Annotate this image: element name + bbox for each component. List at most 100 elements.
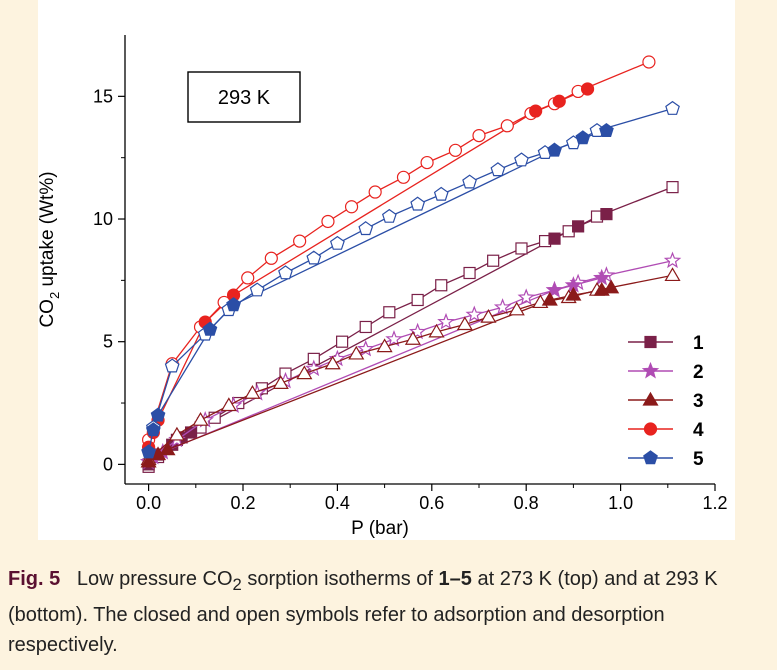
legend-label-5: 5 (693, 449, 704, 470)
caption-compounds: 1–5 (438, 568, 472, 590)
inset-label-box (187, 71, 301, 123)
series-4-desorption-point (642, 55, 656, 69)
x-tick-label: 1.0 (608, 493, 633, 513)
y-tick-label: 15 (93, 86, 113, 106)
series-5-desorption-point (665, 100, 680, 115)
y-tick-label: 5 (103, 332, 113, 352)
series-1-adsorption-point (184, 426, 198, 439)
series-3-desorption-point (324, 355, 341, 370)
series-5-adsorption-point (599, 122, 614, 137)
series-3-desorption-point (272, 375, 289, 390)
caption-fig-label: Fig. 5 (8, 568, 61, 590)
x-tick-label: 0.6 (419, 493, 444, 513)
series-5-adsorption-point (145, 422, 161, 437)
legend-marker-5 (643, 450, 658, 465)
series-5-adsorption-point (141, 444, 157, 459)
series-4-desorption-point (321, 214, 335, 229)
series-3-desorption-point (376, 338, 393, 353)
series-3-desorption-point (244, 385, 261, 399)
legend-label-2: 2 (693, 362, 704, 383)
series-3-adsorption-point (140, 453, 157, 468)
series-2-desorption-point (305, 359, 323, 377)
series-4-desorption-point (368, 185, 382, 199)
series-3-desorption-point (508, 301, 525, 316)
series-1-adsorption-point (572, 220, 585, 233)
series-5-adsorption-line (147, 130, 607, 453)
series-1-adsorption-point (548, 232, 561, 245)
series-5-desorption-point (249, 282, 265, 297)
series-3-adsorption-point (541, 291, 558, 306)
y-tick-label: 0 (103, 454, 113, 474)
series-3-desorption-point (428, 323, 445, 338)
legend-marker-3 (642, 391, 659, 406)
series-1-desorption-point (383, 306, 396, 319)
series-4-desorption-point (293, 234, 307, 248)
y-tick-label: 10 (93, 209, 113, 229)
series-5-desorption-point (329, 235, 345, 250)
inset-label: 293 K (218, 87, 271, 109)
series-1-desorption-point (359, 320, 372, 334)
series-4-desorption-point (472, 128, 486, 143)
series-3-desorption-point (480, 308, 497, 323)
legend-marker-4 (643, 422, 658, 436)
series-4-desorption-point (241, 271, 255, 285)
caption-text-3: at 273 K (top) and at 293 K (bottom). Th… (8, 568, 718, 656)
series-5-adsorption-point (202, 321, 218, 336)
series-2-desorption-point (663, 251, 682, 269)
series-1-desorption-point (411, 293, 424, 307)
series-5-adsorption-point (226, 297, 241, 312)
caption-subscript: 2 (232, 575, 242, 594)
series-3-desorption-point (664, 267, 681, 282)
series-5-adsorption-point (575, 130, 591, 145)
series-5-desorption-point (433, 186, 449, 201)
series-4-desorption-point (396, 170, 411, 184)
series-5-desorption-point (306, 250, 322, 265)
series-2-desorption-point (408, 322, 427, 340)
caption-text-1: Low pressure CO (76, 568, 233, 590)
series-1-desorption-point (487, 254, 500, 267)
series-2-desorption-point (517, 288, 535, 305)
series-2-desorption-point (385, 329, 403, 347)
isotherm-chart: 1 2 3 4 5 0.0 0.2 0.4 0.6 0.8 1.0 1.2 0 5 10 15 P (bar)… (38, 35, 728, 539)
series-3-desorption-point (220, 397, 237, 412)
series-3-adsorption-point (565, 286, 582, 301)
series-3-desorption-point (296, 365, 313, 380)
x-tick-label: 0.8 (514, 493, 539, 513)
series-1-adsorption-line (148, 213, 607, 465)
x-tick-label: 0.2 (230, 493, 255, 513)
x-tick-label: 0.0 (136, 493, 161, 513)
series-4-desorption-point (448, 143, 462, 157)
series-4-desorption-point (344, 200, 359, 214)
figure-caption: Fig. 5 Low pressure CO2 sorption isother… (8, 564, 772, 660)
series-5-adsorption-point (547, 142, 562, 157)
series-5-desorption-point (490, 162, 506, 177)
legend-label-4: 4 (693, 420, 704, 441)
x-axis-label: P (bar) (351, 518, 409, 539)
series-5-desorption-point (278, 265, 293, 280)
series-1-desorption-point (435, 279, 448, 292)
y-axis-label: CO2 uptake (Wt%) (38, 171, 62, 327)
series-1-desorption-point (515, 242, 528, 255)
series-3-desorption-point (348, 345, 365, 360)
series-2-desorption-point (493, 298, 512, 315)
legend-label-1: 1 (693, 333, 704, 354)
series-4-adsorption-point (529, 104, 543, 118)
series-3-desorption-point (404, 331, 421, 345)
series-5-adsorption-point (150, 407, 166, 422)
caption-text-2: sorption isotherms of (241, 568, 439, 590)
legend-marker-1 (644, 335, 657, 349)
legend-marker-2 (641, 361, 660, 379)
series-5-desorption-point (164, 358, 180, 373)
series-5-desorption-point (381, 208, 397, 223)
chart-panel: 1 2 3 4 5 0.0 0.2 0.4 0.6 0.8 1.0 1.2 0 5 10 15 P (bar)… (38, 0, 735, 540)
series-2-adsorption-point (545, 281, 564, 298)
series-3-desorption-point (192, 412, 209, 426)
series-3-desorption-point (168, 426, 185, 441)
series-1-desorption-point (666, 181, 679, 194)
series-5-desorption-point (514, 152, 529, 167)
legend-label-3: 3 (693, 391, 704, 412)
x-tick-label: 1.2 (702, 493, 727, 513)
series-3-adsorption-point (603, 279, 620, 294)
series-4-adsorption-point (580, 82, 595, 96)
series-3-adsorption-line (148, 287, 612, 463)
